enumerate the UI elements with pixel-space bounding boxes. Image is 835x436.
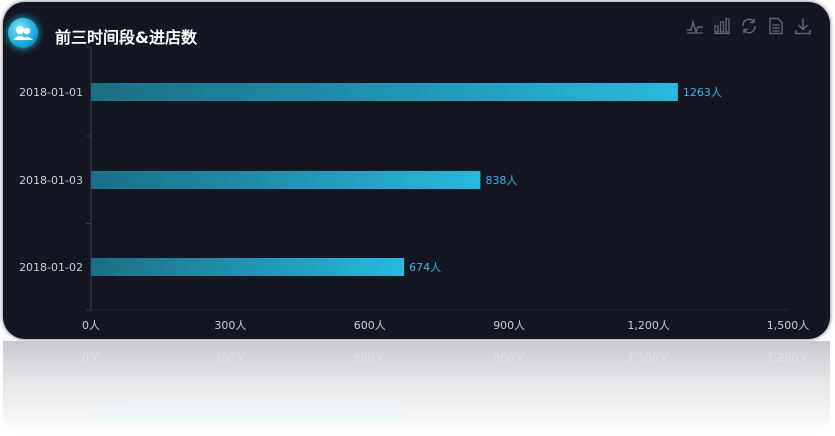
x-tick-label: 300人 xyxy=(214,319,246,332)
users-icon xyxy=(8,18,38,48)
x-tick-label: 1,500人 xyxy=(767,319,810,332)
bar-chart-icon[interactable] xyxy=(713,17,731,35)
reflected-tick-label: 1,500人 xyxy=(767,350,810,363)
reflected-tick-label: 600人 xyxy=(354,350,386,363)
bar-chart: 2018-01-01 2018-01-03 2018-01-02 0人 300人 600人… xyxy=(19,46,810,332)
download-icon[interactable] xyxy=(794,17,812,35)
y-tick-label: 2018-01-02 xyxy=(19,261,83,274)
refresh-icon[interactable] xyxy=(740,17,758,35)
bar[interactable] xyxy=(91,83,678,101)
y-tick-label: 2018-01-01 xyxy=(19,86,83,99)
panel-reflection: 0人 300人 600人 900人 1,200人 1,500人 xyxy=(3,341,830,436)
toolbox xyxy=(686,17,812,35)
x-tick-label: 1,200人 xyxy=(627,319,670,332)
data-view-icon[interactable] xyxy=(767,17,785,35)
reflected-tick-label: 1,200人 xyxy=(627,350,670,363)
bar[interactable] xyxy=(91,171,481,189)
x-tick-label: 0人 xyxy=(82,319,100,332)
bar-value-label: 674人 xyxy=(409,261,441,274)
bar-value-label: 1263人 xyxy=(683,86,722,99)
x-tick-label: 600人 xyxy=(354,319,386,332)
chart-title: 前三时间段&进店数 xyxy=(55,28,197,47)
reflected-bar xyxy=(91,405,405,423)
y-tick-label: 2018-01-03 xyxy=(19,174,83,187)
reflected-tick-label: 300人 xyxy=(214,350,246,363)
bar-value-label: 838人 xyxy=(485,174,517,187)
bar[interactable] xyxy=(91,258,405,276)
line-chart-icon[interactable] xyxy=(686,17,704,35)
x-tick-label: 900人 xyxy=(493,319,525,332)
chart-panel: 前三时间段&进店数 2018-01-01 2018-01-03 2018-01-02… xyxy=(3,2,830,339)
reflected-tick-label: 900人 xyxy=(493,350,525,363)
reflection-graphic: 0人 300人 600人 900人 1,200人 1,500人 xyxy=(82,350,810,423)
reflected-tick-label: 0人 xyxy=(82,350,100,363)
